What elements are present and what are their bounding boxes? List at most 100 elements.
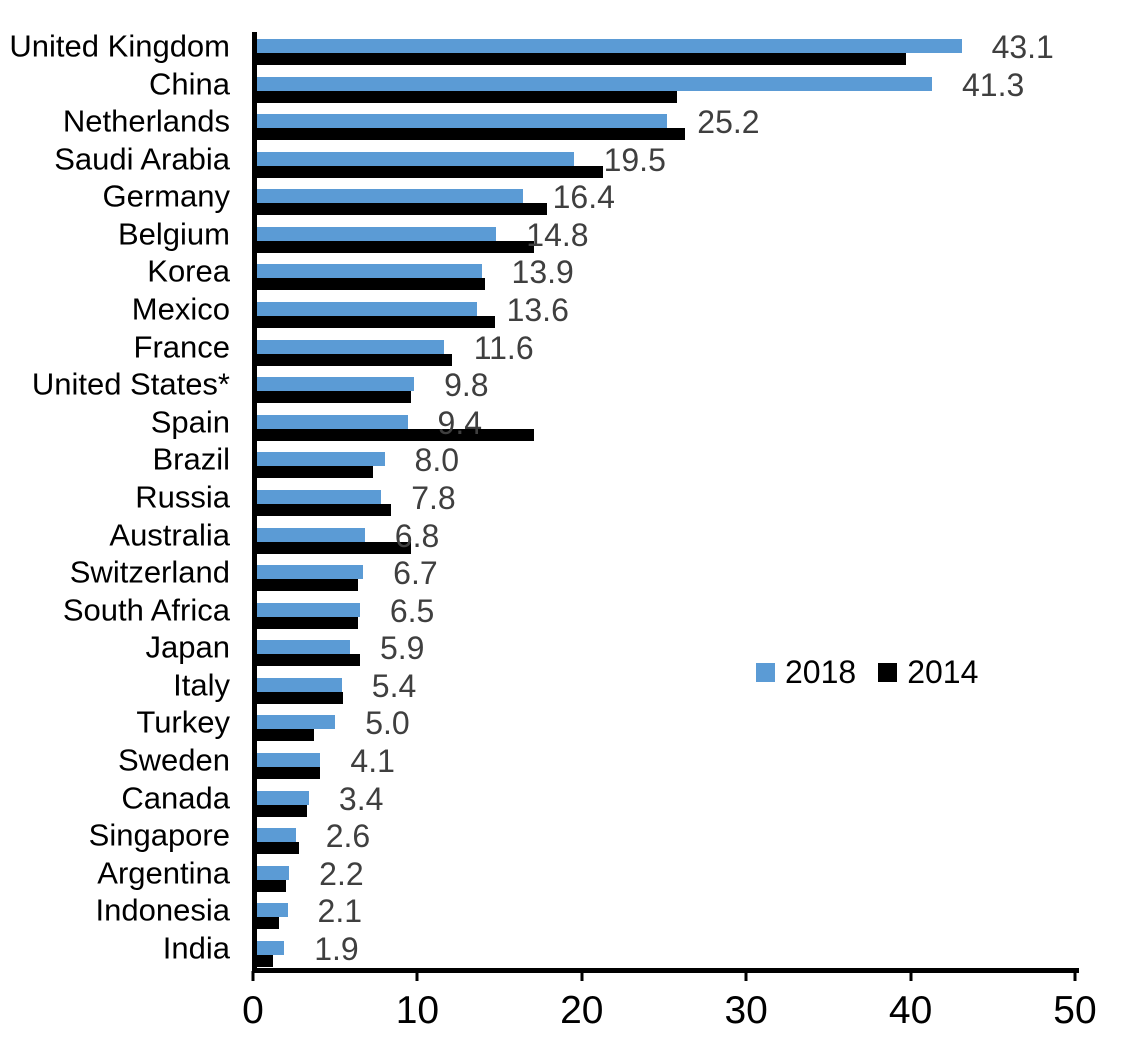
- x-tick-label-20: 20: [560, 989, 604, 1032]
- y-axis-line: [252, 32, 257, 973]
- bar-2018-korea: [257, 264, 482, 279]
- value-label-belgium: 14.8: [526, 216, 589, 253]
- value-label-china: 41.3: [961, 66, 1025, 103]
- category-label-netherlands: Netherlands: [62, 103, 230, 139]
- category-label-china: China: [149, 66, 230, 102]
- bar-2014-united-states: [257, 391, 411, 404]
- bar-2018-united-states: [257, 377, 415, 392]
- x-tick-label-50: 50: [1053, 989, 1097, 1032]
- value-label-korea: 13.9: [511, 254, 574, 291]
- bar-2018-germany: [257, 189, 523, 204]
- bar-2014-argentina: [257, 879, 286, 892]
- bar-2018-brazil: [257, 452, 385, 467]
- x-tick-label-10: 10: [395, 989, 440, 1032]
- legend-label-2014: 2014: [907, 654, 979, 690]
- value-label-indonesia: 2.1: [317, 893, 362, 930]
- bar-2018-switzerland: [257, 565, 364, 580]
- bar-2018-saudi-arabia: [257, 151, 574, 166]
- bar-2014-italy: [257, 691, 344, 704]
- bar-2018-spain: [257, 414, 408, 429]
- value-label-italy: 5.4: [371, 667, 417, 704]
- bar-2018-argentina: [257, 865, 290, 880]
- value-label-united-states: 9.8: [444, 367, 489, 404]
- category-label-turkey: Turkey: [136, 704, 230, 740]
- bar-2014-netherlands: [257, 128, 686, 141]
- category-label-south-africa: South Africa: [62, 592, 230, 628]
- value-label-germany: 16.4: [552, 179, 615, 216]
- category-label-germany: Germany: [102, 178, 230, 214]
- bar-2018-australia: [257, 527, 365, 542]
- bar-2018-turkey: [257, 715, 336, 730]
- x-axis-line: [252, 968, 1079, 973]
- legend: 2018 2014: [756, 654, 979, 690]
- bar-2014-switzerland: [257, 579, 359, 592]
- bar-2018-south-africa: [257, 602, 360, 617]
- x-tick-label-30: 30: [724, 989, 768, 1032]
- x-tick-40: [909, 971, 913, 981]
- value-label-saudi-arabia: 19.5: [603, 141, 666, 178]
- value-label-russia: 7.8: [411, 479, 456, 516]
- value-label-united-kingdom: 43.1: [991, 29, 1054, 65]
- category-label-singapore: Singapore: [88, 817, 230, 853]
- bar-2018-india: [257, 940, 285, 955]
- bar-2014-russia: [257, 503, 392, 516]
- value-label-switzerland: 6.7: [393, 555, 438, 592]
- category-label-russia: Russia: [135, 479, 230, 515]
- bar-2018-singapore: [257, 828, 296, 843]
- bar-2018-italy: [257, 677, 342, 692]
- category-label-canada: Canada: [121, 780, 230, 816]
- category-label-belgium: Belgium: [118, 216, 230, 252]
- bar-2018-united-kingdom: [257, 39, 962, 53]
- x-tick-0: [251, 971, 255, 981]
- bar-2018-france: [257, 339, 444, 354]
- x-tick-label-0: 0: [242, 989, 264, 1032]
- bar-2014-china: [257, 90, 678, 103]
- category-label-indonesia: Indonesia: [95, 892, 230, 928]
- category-label-mexico: Mexico: [131, 291, 230, 327]
- x-tick-20: [580, 971, 584, 981]
- value-label-india: 1.9: [314, 930, 359, 967]
- bar-2014-japan: [257, 654, 360, 667]
- value-label-mexico: 13.6: [506, 292, 569, 329]
- value-label-argentina: 2.2: [319, 855, 364, 892]
- bar-2018-canada: [257, 790, 309, 805]
- category-label-united-states: United States*: [31, 366, 230, 402]
- bar-2014-brazil: [257, 466, 373, 479]
- value-label-turkey: 5.0: [365, 705, 410, 742]
- bar-2018-russia: [257, 489, 382, 504]
- bar-2014-india: [257, 954, 273, 967]
- category-label-italy: Italy: [173, 667, 230, 703]
- bar-2018-china: [257, 76, 932, 91]
- bar-2018-indonesia: [257, 903, 288, 918]
- category-label-france: France: [133, 329, 230, 365]
- category-label-saudi-arabia: Saudi Arabia: [54, 141, 230, 177]
- category-label-spain: Spain: [150, 404, 230, 440]
- x-tick-50: [1073, 971, 1077, 981]
- category-label-japan: Japan: [145, 629, 230, 665]
- value-label-canada: 3.4: [338, 780, 384, 817]
- legend-label-2018: 2018: [785, 654, 857, 690]
- legend-swatch-2014: [878, 662, 898, 682]
- category-label-sweden: Sweden: [117, 742, 230, 778]
- value-label-sweden: 4.1: [350, 743, 395, 780]
- bar-2014-germany: [257, 203, 548, 216]
- x-tick-label-40: 40: [888, 989, 933, 1032]
- category-label-united-kingdom: United Kingdom: [9, 28, 230, 64]
- bar-2014-indonesia: [257, 917, 280, 930]
- bar-2014-sweden: [257, 767, 321, 780]
- bar-2014-united-kingdom: [257, 53, 906, 65]
- bar-2018-mexico: [257, 302, 477, 317]
- category-label-brazil: Brazil: [152, 441, 230, 477]
- bar-2018-netherlands: [257, 114, 668, 129]
- bar-2014-south-africa: [257, 616, 359, 629]
- category-label-argentina: Argentina: [97, 855, 230, 891]
- category-label-australia: Australia: [109, 517, 230, 553]
- x-tick-10: [415, 971, 419, 981]
- value-label-singapore: 2.6: [325, 818, 371, 855]
- bar-2018-japan: [257, 640, 350, 655]
- bar-2014-singapore: [257, 842, 300, 855]
- bar-2014-australia: [257, 541, 411, 554]
- bar-2018-sweden: [257, 753, 321, 768]
- category-label-switzerland: Switzerland: [69, 554, 230, 590]
